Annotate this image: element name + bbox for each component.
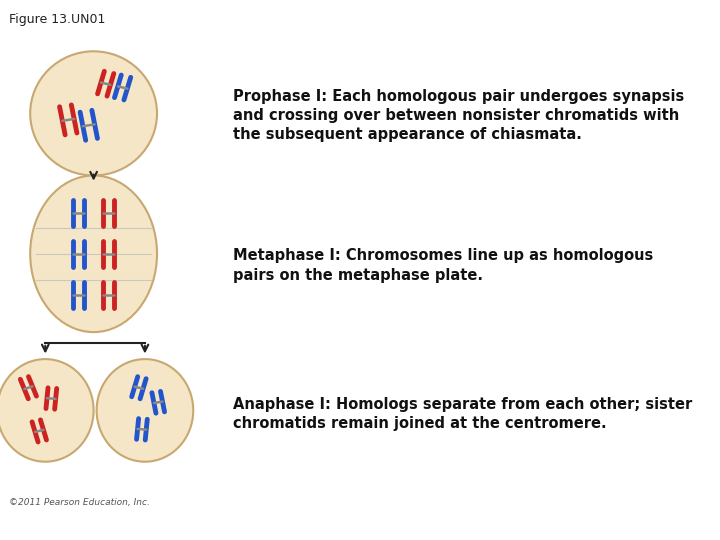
Text: ©2011 Pearson Education, Inc.: ©2011 Pearson Education, Inc. bbox=[9, 498, 150, 507]
Ellipse shape bbox=[30, 51, 157, 176]
Ellipse shape bbox=[0, 359, 94, 462]
Text: Anaphase I: Homologs separate from each other; sister
chromatids remain joined a: Anaphase I: Homologs separate from each … bbox=[233, 397, 692, 431]
Ellipse shape bbox=[96, 359, 193, 462]
Text: Figure 13.UN01: Figure 13.UN01 bbox=[9, 14, 105, 26]
Text: Prophase I: Each homologous pair undergoes synapsis
and crossing over between no: Prophase I: Each homologous pair undergo… bbox=[233, 89, 684, 143]
Text: Metaphase I: Chromosomes line up as homologous
pairs on the metaphase plate.: Metaphase I: Chromosomes line up as homo… bbox=[233, 248, 653, 282]
Ellipse shape bbox=[30, 176, 157, 332]
